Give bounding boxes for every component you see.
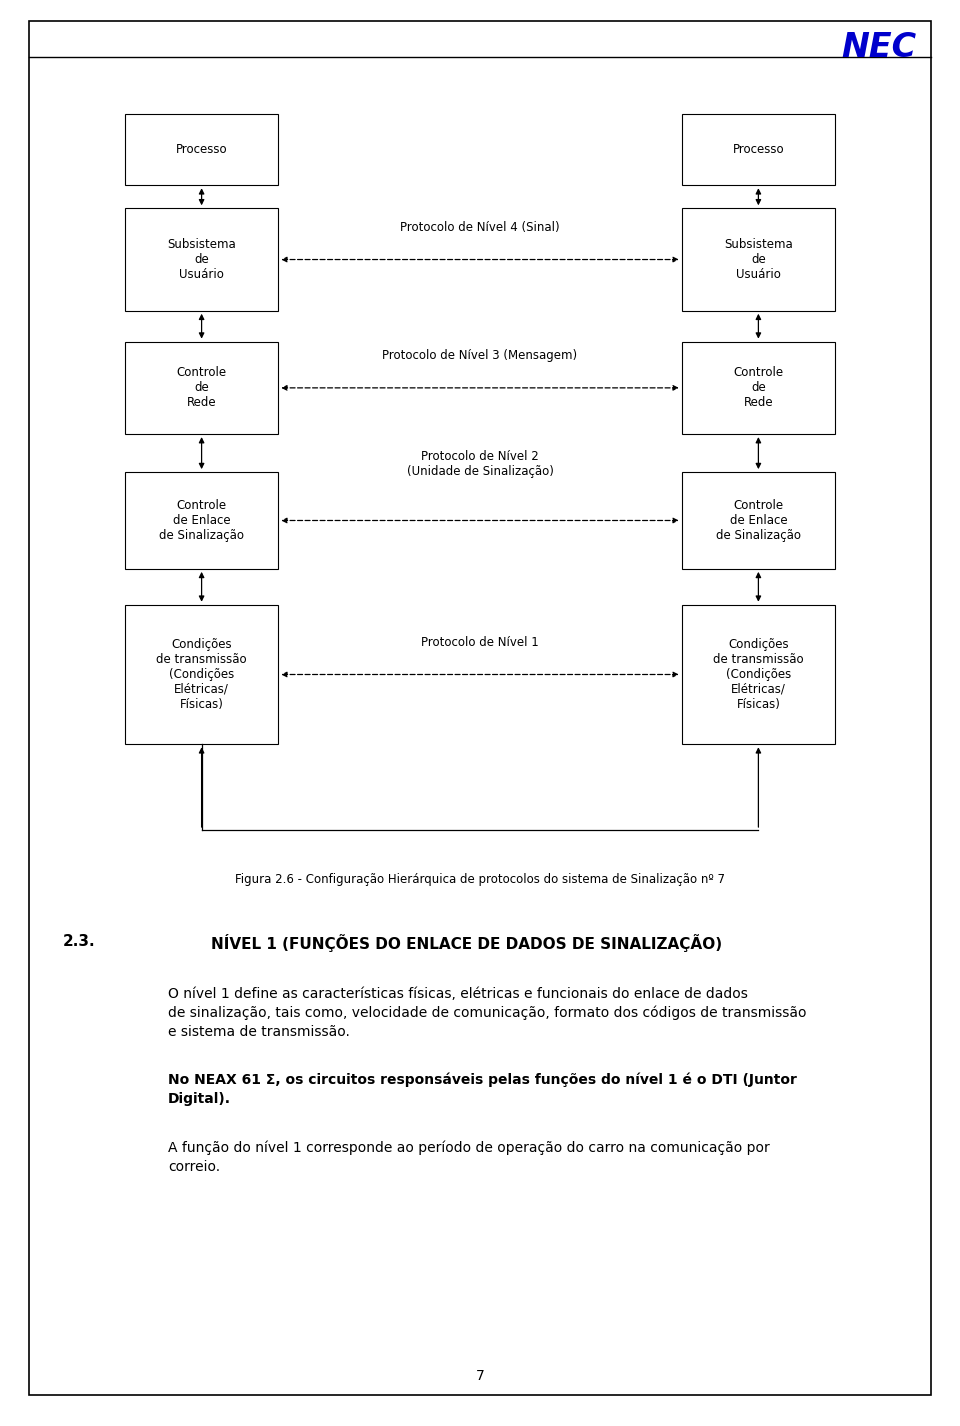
Text: NÍVEL 1 (FUNÇÕES DO ENLACE DE DADOS DE SINALIZAÇÃO): NÍVEL 1 (FUNÇÕES DO ENLACE DE DADOS DE S… [211, 934, 722, 953]
Bar [125, 114, 278, 185]
Text: Processo: Processo [732, 143, 784, 157]
Bar [125, 342, 278, 434]
Text: O nível 1 define as características físicas, elétricas e funcionais do enlace de: O nível 1 define as características físi… [168, 987, 806, 1040]
Text: Subsistema
de
Usuário: Subsistema de Usuário [724, 238, 793, 281]
Text: Protocolo de Nível 1: Protocolo de Nível 1 [421, 636, 539, 649]
Text: Processo: Processo [176, 143, 228, 157]
Text: Condições
de transmissão
(Condições
Elétricas/
Físicas): Condições de transmissão (Condições Elét… [156, 637, 247, 712]
Bar [125, 208, 278, 311]
Text: Protocolo de Nível 3 (Mensagem): Protocolo de Nível 3 (Mensagem) [382, 349, 578, 362]
Text: Subsistema
de
Usuário: Subsistema de Usuário [167, 238, 236, 281]
Text: NEC: NEC [842, 31, 917, 64]
Bar [682, 114, 835, 185]
Bar [125, 605, 278, 744]
Bar [682, 342, 835, 434]
Text: Controle
de
Rede: Controle de Rede [733, 366, 783, 409]
Bar [125, 472, 278, 569]
Text: Controle
de Enlace
de Sinalização: Controle de Enlace de Sinalização [159, 499, 244, 542]
Text: 2.3.: 2.3. [62, 934, 95, 950]
Text: Figura 2.6 - Configuração Hierárquica de protocolos do sistema de Sinalização nº: Figura 2.6 - Configuração Hierárquica de… [235, 873, 725, 886]
Text: No NEAX 61 Σ, os circuitos responsáveis pelas funções do nível 1 é o DTI (Juntor: No NEAX 61 Σ, os circuitos responsáveis … [168, 1072, 797, 1105]
Text: Controle
de
Rede: Controle de Rede [177, 366, 227, 409]
Bar [682, 605, 835, 744]
Bar [682, 472, 835, 569]
Bar [682, 208, 835, 311]
Text: Controle
de Enlace
de Sinalização: Controle de Enlace de Sinalização [716, 499, 801, 542]
Text: 7: 7 [475, 1369, 485, 1383]
Text: Protocolo de Nível 2
(Unidade de Sinalização): Protocolo de Nível 2 (Unidade de Sinaliz… [407, 449, 553, 478]
Text: Protocolo de Nível 4 (Sinal): Protocolo de Nível 4 (Sinal) [400, 221, 560, 234]
Text: Condições
de transmissão
(Condições
Elétricas/
Físicas): Condições de transmissão (Condições Elét… [713, 637, 804, 712]
Text: A função do nível 1 corresponde ao período de operação do carro na comunicação p: A função do nível 1 corresponde ao perío… [168, 1141, 770, 1174]
